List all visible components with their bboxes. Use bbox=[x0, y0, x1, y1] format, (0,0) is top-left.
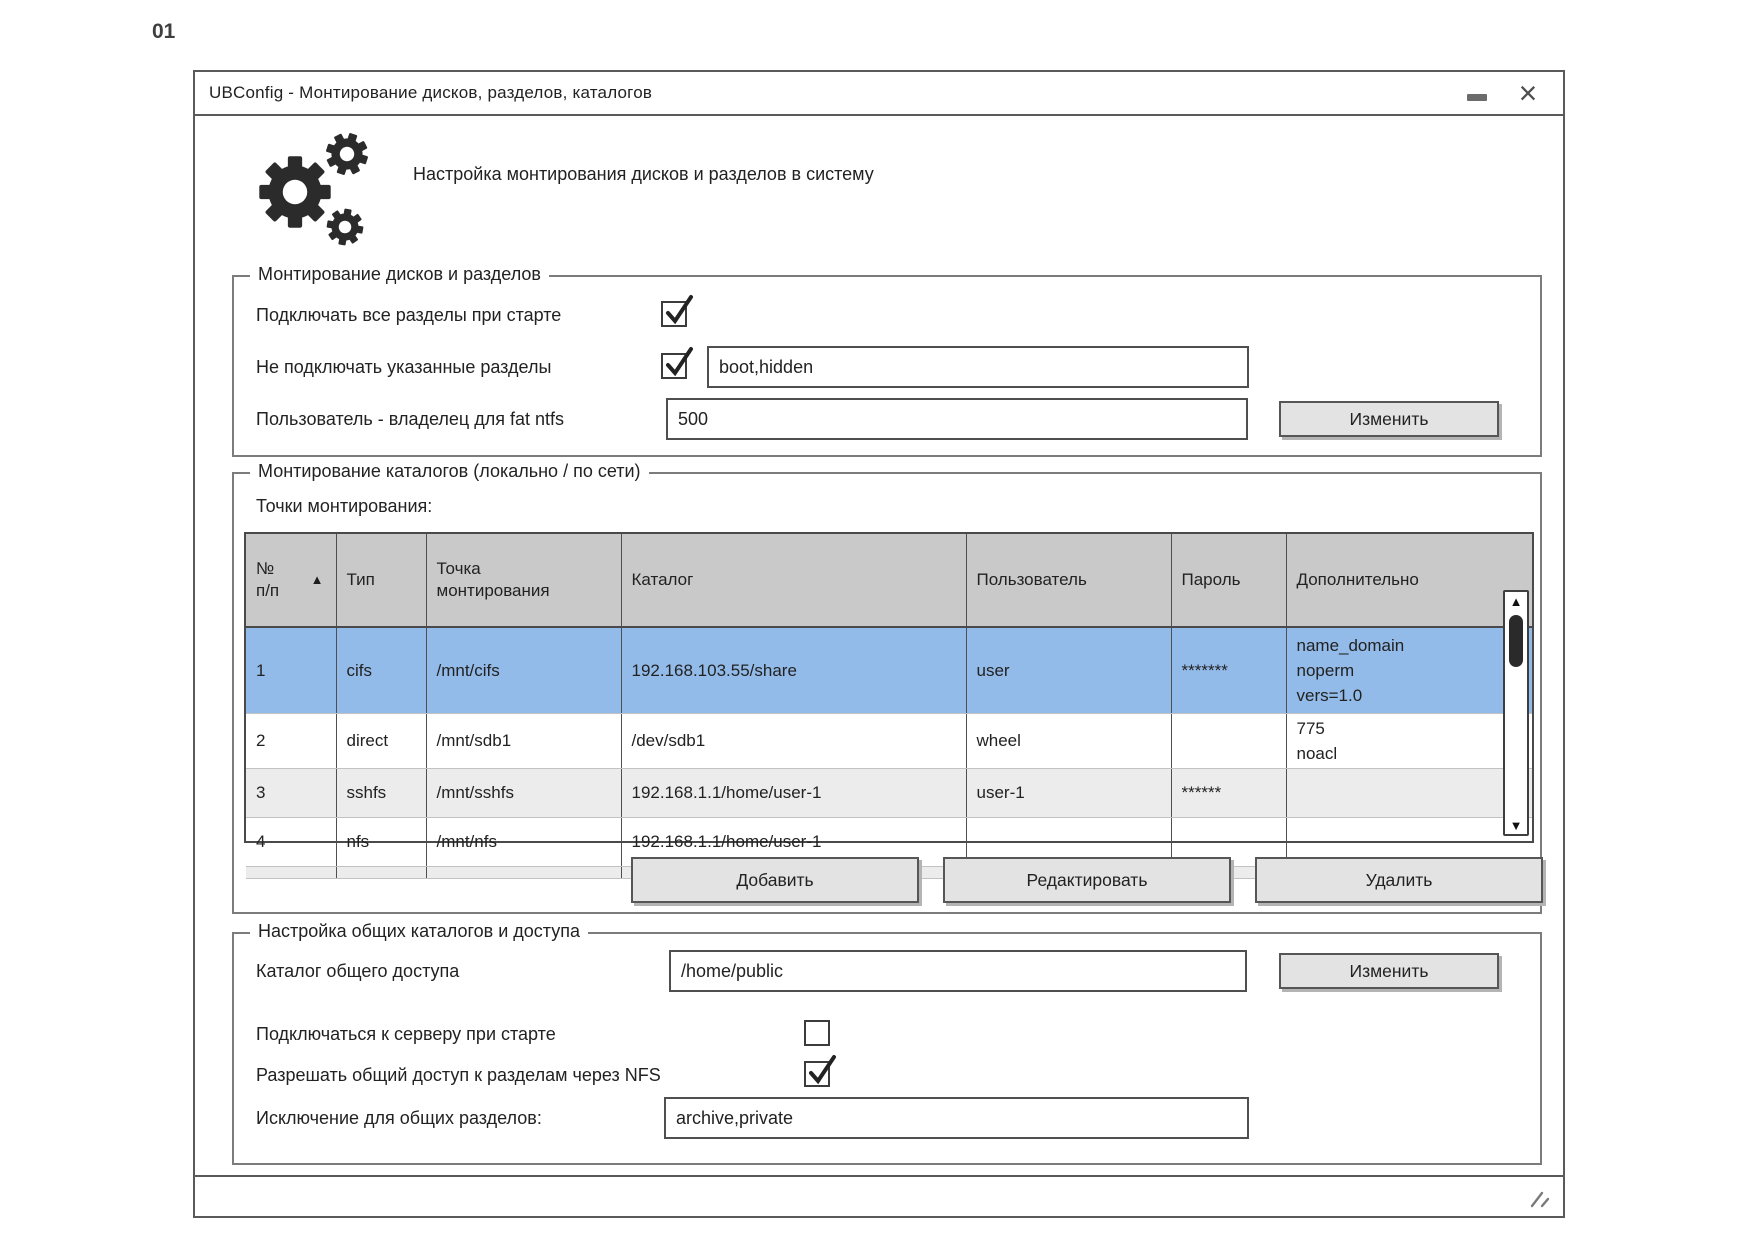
share-dir-label: Каталог общего доступа bbox=[256, 961, 460, 981]
table-row[interactable]: 3 sshfs /mnt/sshfs 192.168.1.1/home/user… bbox=[246, 768, 1532, 818]
group-disk-mounting: Монтирование дисков и разделов Подключат… bbox=[232, 264, 1542, 457]
column-header-user[interactable]: Пользователь bbox=[966, 534, 1172, 628]
checkmark-icon bbox=[666, 295, 693, 325]
fat-owner-input[interactable] bbox=[666, 398, 1248, 440]
checkmark-icon bbox=[666, 347, 693, 377]
close-icon: × bbox=[1518, 75, 1538, 111]
allow-nfs-checkbox[interactable] bbox=[804, 1055, 836, 1087]
table-scrollbar[interactable]: ▲ ▼ bbox=[1503, 590, 1529, 836]
group-catalog-mounting: Монтирование каталогов (локально / по се… bbox=[232, 461, 1543, 914]
share-dir-input[interactable] bbox=[669, 950, 1247, 992]
page-number-label: 01 bbox=[152, 20, 176, 43]
column-header-number[interactable]: № п/п ▲ bbox=[246, 534, 337, 628]
mount-points-table: № п/п ▲ Тип Точка монтирования Каталог П… bbox=[244, 532, 1534, 879]
column-header-catalog[interactable]: Каталог bbox=[621, 534, 967, 628]
column-header-extra[interactable]: Дополнительно bbox=[1286, 534, 1532, 628]
minimize-icon bbox=[1467, 94, 1487, 101]
exclude-partitions-input[interactable] bbox=[707, 346, 1249, 388]
sort-ascending-icon: ▲ bbox=[310, 572, 324, 587]
group-disk-legend: Монтирование дисков и разделов bbox=[250, 264, 549, 285]
edit-button[interactable]: Редактировать bbox=[943, 857, 1231, 903]
group-catalog-legend: Монтирование каталогов (локально / по се… bbox=[250, 461, 649, 482]
title-bar[interactable]: UBConfig - Монтирование дисков, разделов… bbox=[195, 72, 1563, 116]
column-header-type[interactable]: Тип bbox=[336, 534, 427, 628]
checkmark-icon bbox=[809, 1055, 836, 1085]
status-bar bbox=[195, 1175, 1563, 1216]
allow-nfs-label: Разрешать общий доступ к разделам через … bbox=[256, 1065, 661, 1085]
add-button[interactable]: Добавить bbox=[631, 857, 919, 903]
mount-all-label: Подключать все разделы при старте bbox=[256, 305, 562, 325]
column-header-password[interactable]: Пароль bbox=[1171, 534, 1287, 628]
scrollbar-thumb[interactable] bbox=[1509, 615, 1523, 667]
exclude-partitions-checkbox[interactable] bbox=[661, 347, 693, 379]
gears-icon bbox=[259, 127, 374, 249]
group-shared-legend: Настройка общих каталогов и доступа bbox=[250, 921, 588, 942]
app-subtitle: Настройка монтирования дисков и разделов… bbox=[413, 164, 874, 184]
close-button[interactable]: × bbox=[1515, 75, 1541, 111]
scroll-up-icon[interactable]: ▲ bbox=[1509, 594, 1523, 609]
table-row[interactable]: 1 cifs /mnt/cifs 192.168.103.55/share us… bbox=[246, 627, 1532, 714]
group-shared-catalogs: Настройка общих каталогов и доступа Ката… bbox=[232, 921, 1542, 1165]
exclude-shares-input[interactable] bbox=[664, 1097, 1249, 1139]
change-share-dir-button[interactable]: Изменить bbox=[1279, 953, 1499, 989]
resize-grip-icon[interactable] bbox=[1529, 1191, 1551, 1208]
change-owner-button[interactable]: Изменить bbox=[1279, 401, 1499, 437]
mount-all-checkbox[interactable] bbox=[661, 295, 693, 327]
exclude-partitions-label: Не подключать указанные разделы bbox=[256, 357, 552, 377]
fat-owner-label: Пользователь - владелец для fat ntfs bbox=[256, 409, 564, 429]
table-row[interactable]: 2 direct /mnt/sdb1 /dev/sdb1 wheel 775 n… bbox=[246, 713, 1532, 769]
ubconfig-window: UBConfig - Монтирование дисков, разделов… bbox=[193, 70, 1565, 1218]
exclude-shares-label: Исключение для общих разделов: bbox=[256, 1108, 542, 1128]
connect-on-start-checkbox[interactable] bbox=[804, 1020, 830, 1046]
minimize-button[interactable] bbox=[1465, 81, 1489, 105]
delete-button[interactable]: Удалить bbox=[1255, 857, 1543, 903]
mount-points-label: Точки монтирования: bbox=[256, 496, 433, 516]
column-header-mountpoint[interactable]: Точка монтирования bbox=[426, 534, 622, 628]
table-header-row: № п/п ▲ Тип Точка монтирования Каталог П… bbox=[246, 534, 1532, 628]
scroll-down-icon[interactable]: ▼ bbox=[1509, 818, 1523, 833]
connect-on-start-label: Подключаться к серверу при старте bbox=[256, 1024, 556, 1044]
window-title: UBConfig - Монтирование дисков, разделов… bbox=[209, 83, 653, 102]
